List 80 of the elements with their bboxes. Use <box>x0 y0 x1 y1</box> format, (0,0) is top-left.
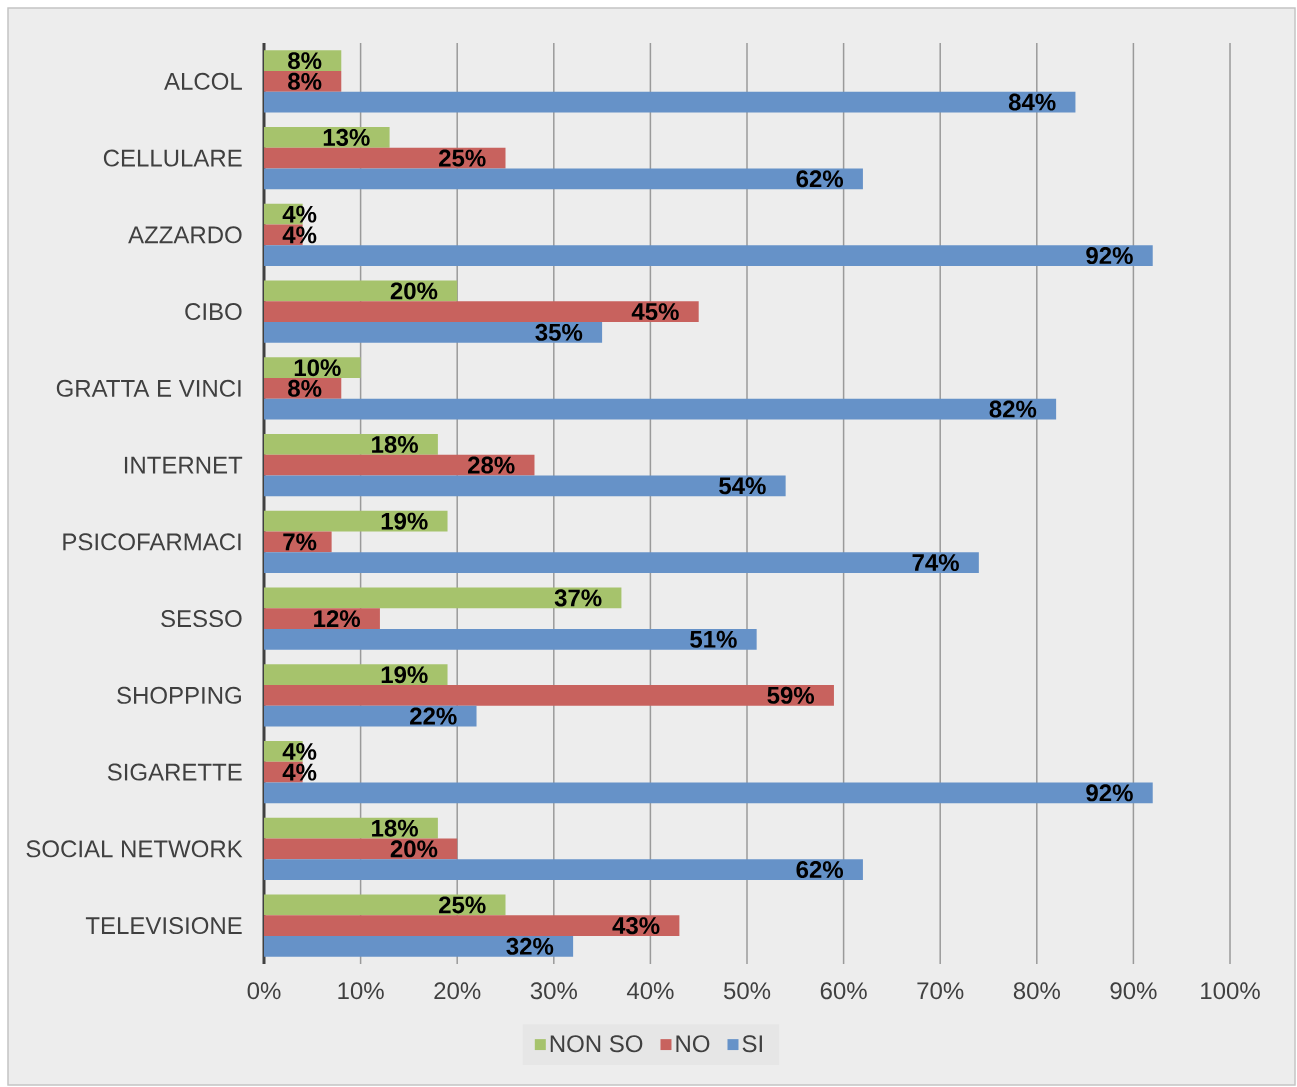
y-tick-label: PSICOFARMACI <box>63 533 241 551</box>
legend-label: NON SO <box>550 1035 643 1053</box>
x-tick-label: 0% <box>247 982 281 1000</box>
y-tick-label: SHOPPING <box>117 686 241 704</box>
y-tick-label: SESSO <box>161 610 242 628</box>
data-label: 32% <box>506 937 554 955</box>
bar <box>264 664 448 686</box>
bar <box>264 894 506 916</box>
data-label: 51% <box>690 630 737 648</box>
data-label: 12% <box>314 610 361 628</box>
y-tick-label: ALCOL <box>164 72 242 90</box>
x-tick-label: 20% <box>434 982 481 1000</box>
x-tick-label: 80% <box>1013 982 1060 1000</box>
data-label: 13% <box>323 128 370 146</box>
data-label: 20% <box>390 282 438 300</box>
data-label: 92% <box>1086 784 1133 802</box>
y-tick-label: GRATTA E VINCI <box>56 379 241 397</box>
data-label: 62% <box>796 170 844 188</box>
data-label: 74% <box>912 554 959 572</box>
bar <box>264 552 979 573</box>
data-label: 10% <box>294 359 341 377</box>
data-label: 59% <box>767 686 815 704</box>
y-tick-label: CELLULARE <box>103 149 242 167</box>
x-tick-label: 10% <box>338 982 384 1000</box>
data-label: 8% <box>288 72 322 90</box>
data-label: 28% <box>468 456 515 474</box>
y-tick-label: SOCIAL NETWORK <box>26 840 243 858</box>
bar <box>264 935 574 957</box>
data-label: 25% <box>439 896 486 914</box>
bar <box>264 91 1076 113</box>
data-label: 54% <box>719 477 766 495</box>
x-tick-label: 50% <box>723 982 771 1000</box>
data-label: 62% <box>796 861 844 879</box>
bar <box>264 510 448 532</box>
data-label: 45% <box>631 303 679 321</box>
data-label: 20% <box>390 840 438 858</box>
y-tick-label: CIBO <box>185 303 242 321</box>
data-label: 92% <box>1086 247 1133 265</box>
data-label: 18% <box>372 435 418 453</box>
y-tick-label: INTERNET <box>124 456 243 474</box>
bar <box>264 398 1057 420</box>
x-tick-label: 40% <box>626 982 674 1000</box>
bar <box>264 321 603 343</box>
data-label: 25% <box>439 149 486 167</box>
bar <box>264 434 438 455</box>
bar <box>264 628 757 650</box>
data-label: 19% <box>381 666 428 684</box>
data-label: 82% <box>989 400 1037 418</box>
data-label: 43% <box>612 917 660 935</box>
legend-label: NO <box>676 1035 710 1053</box>
y-tick-label: TELEVISIONE <box>85 917 242 935</box>
bar <box>264 454 535 476</box>
data-label: 84% <box>1008 93 1056 111</box>
bar <box>264 147 506 169</box>
bar <box>264 245 1153 266</box>
data-label: 7% <box>283 533 317 551</box>
bar <box>264 587 622 609</box>
x-tick-label: 30% <box>530 982 577 1000</box>
x-tick-label: 100% <box>1201 982 1260 1000</box>
legend-label: SI <box>742 1035 762 1053</box>
y-tick-label: SIGARETTE <box>107 763 242 781</box>
x-tick-label: 60% <box>820 982 867 1000</box>
bar <box>264 685 834 706</box>
data-label: 8% <box>288 379 322 397</box>
bar <box>264 168 863 190</box>
data-label: 35% <box>535 323 583 341</box>
data-label: 22% <box>410 707 457 725</box>
bar <box>264 782 1153 804</box>
bar <box>264 817 438 839</box>
x-tick-label: 90% <box>1110 982 1157 1000</box>
bar <box>264 859 863 880</box>
bar <box>264 915 680 936</box>
x-tick-label: 70% <box>917 982 964 1000</box>
data-label: 37% <box>554 589 602 607</box>
data-label: 8% <box>288 52 322 70</box>
bar <box>264 301 699 322</box>
y-tick-label: AZZARDO <box>128 226 242 244</box>
data-label: 18% <box>372 819 418 837</box>
bar <box>264 475 786 497</box>
data-label: 19% <box>381 512 428 530</box>
